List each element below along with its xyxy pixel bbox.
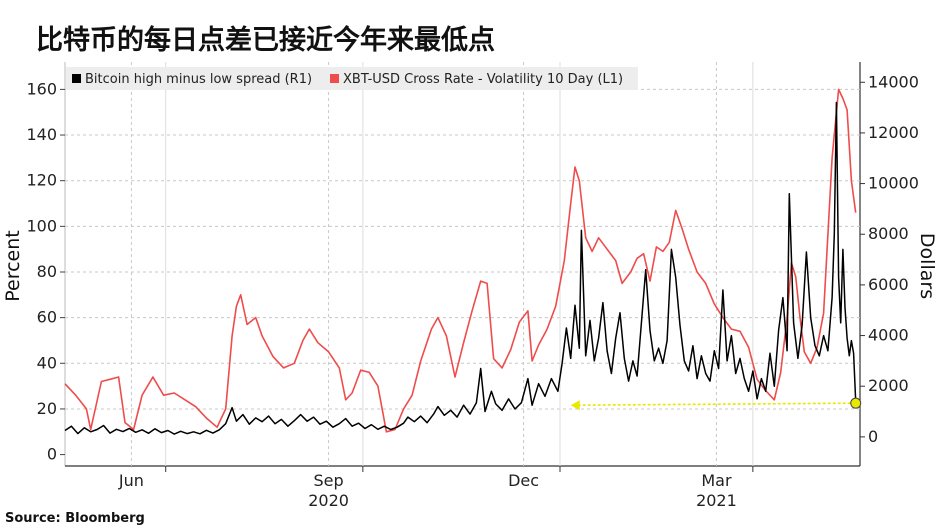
left-axis-label: Percent: [2, 230, 24, 302]
legend-label-spread: Bitcoin high minus low spread (R1): [85, 72, 312, 87]
x-tick-label: Dec: [508, 471, 539, 490]
series-layer: [64, 88, 857, 435]
right-tick-label: 8000: [868, 224, 909, 243]
right-tick-label: 2000: [868, 376, 909, 395]
spread-line: [64, 101, 857, 435]
left-tick-label: 60: [37, 308, 57, 327]
x-year-label: 2020: [308, 491, 349, 510]
x-tick-label: Mar: [701, 471, 732, 490]
left-tick-label: 80: [37, 262, 57, 281]
vertical-gridlines: [130, 62, 717, 466]
right-tick-label: 4000: [868, 326, 909, 345]
legend-swatch-spread: [72, 74, 81, 83]
left-tick-label: 140: [26, 125, 57, 144]
right-tick-label: 10000: [868, 174, 919, 193]
left-tick-label: 100: [26, 216, 57, 235]
x-axis-separators: [165, 62, 754, 472]
left-tick-label: 120: [26, 171, 57, 190]
annotation-layer: [570, 397, 862, 411]
right-tick-label: 12000: [868, 123, 919, 142]
right-axis-ticks: 0 2000 4000 6000 8000 10000 12000 14000: [860, 72, 919, 446]
left-axis-ticks: 0 20 40 60 80 100 120 140 160: [26, 79, 65, 464]
right-tick-label: 0: [868, 427, 878, 446]
source-note: Source: Bloomberg: [5, 511, 145, 526]
x-tick-label: Jun: [118, 471, 144, 490]
plot-frame: [64, 62, 861, 467]
chart-title: 比特币的每日点差已接近今年来最低点: [36, 25, 495, 56]
annotation-end-marker: [850, 397, 862, 409]
left-tick-label: 0: [47, 445, 57, 464]
x-tick-label: Sep: [313, 471, 343, 490]
right-axis-label: Dollars: [916, 233, 938, 299]
left-tick-label: 20: [37, 399, 57, 418]
legend-swatch-volatility: [330, 74, 339, 83]
left-tick-label: 40: [37, 353, 57, 372]
legend: Bitcoin high minus low spread (R1) XBT-U…: [66, 67, 638, 90]
annotation-arrowhead: [570, 400, 580, 411]
legend-label-volatility: XBT-USD Cross Rate - Volatility 10 Day (…: [343, 72, 623, 87]
x-year-label: 2021: [696, 491, 737, 510]
left-tick-label: 160: [26, 79, 57, 98]
right-tick-label: 14000: [868, 72, 919, 91]
volatility-line: [64, 88, 857, 433]
right-tick-label: 6000: [868, 275, 909, 294]
annotation-arrow-line: [574, 402, 856, 407]
